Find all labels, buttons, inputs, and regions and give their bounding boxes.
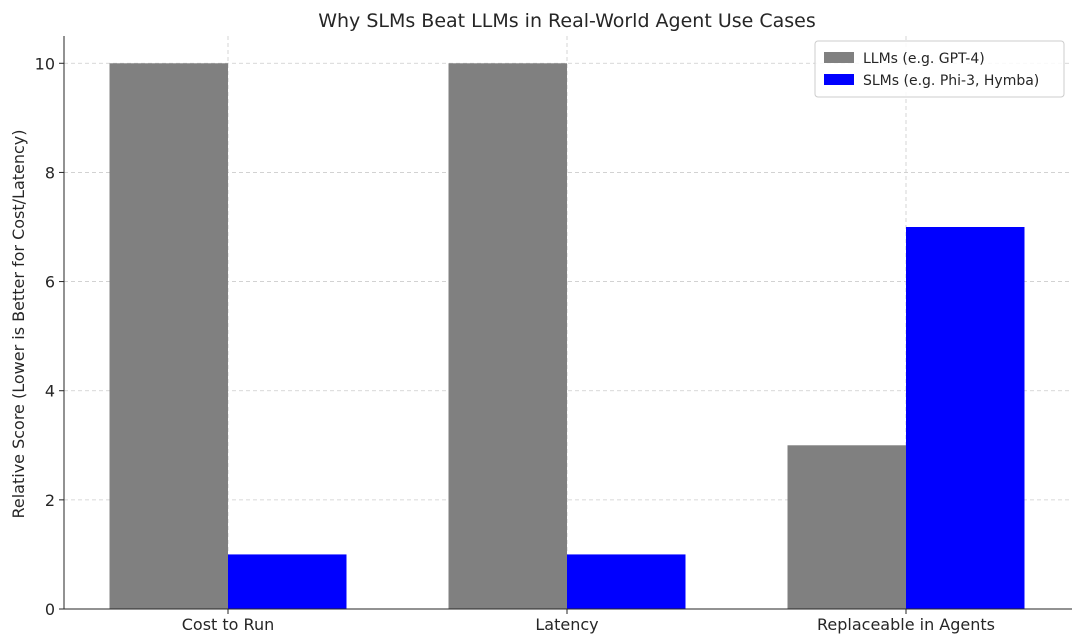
- chart-title: Why SLMs Beat LLMs in Real-World Agent U…: [318, 10, 816, 32]
- x-tick-label: Replaceable in Agents: [817, 615, 995, 634]
- y-tick-label: 6: [45, 273, 55, 292]
- y-tick-label: 2: [45, 491, 55, 510]
- legend-swatch: [824, 74, 854, 85]
- legend-box: [814, 40, 1065, 98]
- legend: LLMs (e.g. GPT-4) SLMs (e.g. Phi-3, Hymba…: [814, 40, 1065, 98]
- x-tick-label: Cost to Run: [182, 615, 274, 634]
- axes: [63, 36, 1072, 610]
- y-tick-label: 8: [45, 163, 55, 182]
- bar-llm: [448, 63, 567, 610]
- y-tick-label: 0: [45, 600, 55, 619]
- x-tick-label: Latency: [535, 615, 598, 634]
- bar-llm: [787, 445, 906, 609]
- bars: [109, 63, 1025, 610]
- y-ticks: 0 2 4 6 8 10: [35, 54, 64, 619]
- bar-slm: [567, 554, 686, 609]
- y-tick-label: 10: [35, 54, 55, 73]
- legend-swatch: [824, 52, 854, 63]
- y-tick-label: 4: [45, 382, 55, 401]
- bar-llm: [109, 63, 228, 610]
- legend-label: LLMs (e.g. GPT-4): [863, 51, 985, 67]
- bar-slm: [906, 227, 1025, 609]
- x-ticks: Cost to Run Latency Replaceable in Agents: [182, 609, 995, 634]
- bar-slm: [228, 554, 347, 609]
- y-axis-label: Relative Score (Lower is Better for Cost…: [9, 129, 28, 518]
- legend-label: SLMs (e.g. Phi-3, Hymba): [863, 73, 1039, 89]
